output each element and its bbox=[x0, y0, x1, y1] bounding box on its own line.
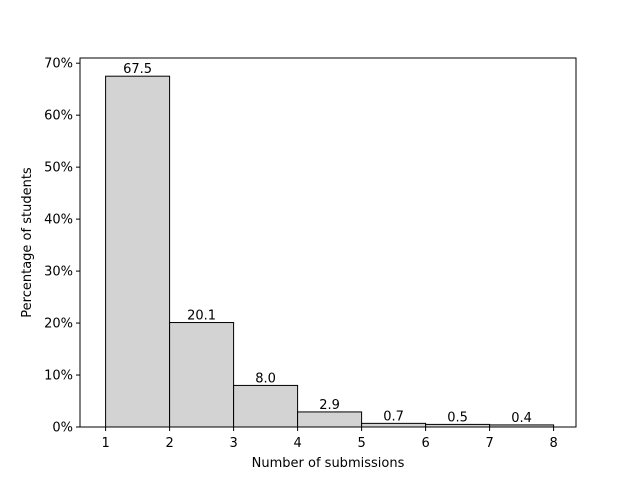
bar-value-label: 67.5 bbox=[123, 62, 152, 77]
bar-value-label: 0.4 bbox=[511, 411, 532, 426]
y-tick-label: 0% bbox=[52, 421, 73, 436]
bar-value-label: 20.1 bbox=[187, 309, 216, 324]
x-tick-label: 6 bbox=[421, 436, 429, 451]
x-tick-label: 7 bbox=[485, 436, 493, 451]
y-tick-label: 10% bbox=[44, 369, 73, 384]
x-tick-label: 1 bbox=[101, 436, 109, 451]
x-tick-label: 5 bbox=[357, 436, 365, 451]
y-axis-ticks: 0% 10% 20% 30% 40% 50% 60% 70% bbox=[44, 57, 80, 436]
bar-value-label: 8.0 bbox=[255, 371, 276, 386]
y-axis-label: Percentage of students bbox=[20, 167, 35, 318]
y-tick-label: 70% bbox=[44, 57, 73, 72]
x-tick-label: 4 bbox=[293, 436, 301, 451]
y-tick-label: 40% bbox=[44, 213, 73, 228]
x-tick-label: 8 bbox=[549, 436, 557, 451]
histogram-bar bbox=[233, 384, 299, 428]
bar-value-label: 0.5 bbox=[447, 410, 468, 425]
y-tick-label: 60% bbox=[44, 109, 73, 124]
y-tick-label: 30% bbox=[44, 265, 73, 280]
bar-value-label: 0.7 bbox=[383, 409, 404, 424]
histogram-bar bbox=[297, 411, 363, 428]
histogram-bar bbox=[105, 75, 171, 428]
y-tick-label: 50% bbox=[44, 161, 73, 176]
y-tick-label: 20% bbox=[44, 317, 73, 332]
plot-frame bbox=[79, 57, 577, 428]
x-axis-ticks: 1 2 3 4 5 6 7 8 bbox=[101, 427, 558, 451]
x-tick-label: 3 bbox=[229, 436, 237, 451]
bar-value-label: 2.9 bbox=[319, 398, 340, 413]
histogram-bar bbox=[169, 322, 235, 428]
x-axis-label: Number of submissions bbox=[252, 456, 405, 471]
x-tick-label: 2 bbox=[165, 436, 173, 451]
bars-group bbox=[105, 75, 555, 428]
bar-labels-group: 67.5 20.1 8.0 2.9 0.7 0.5 0.4 bbox=[123, 62, 532, 426]
